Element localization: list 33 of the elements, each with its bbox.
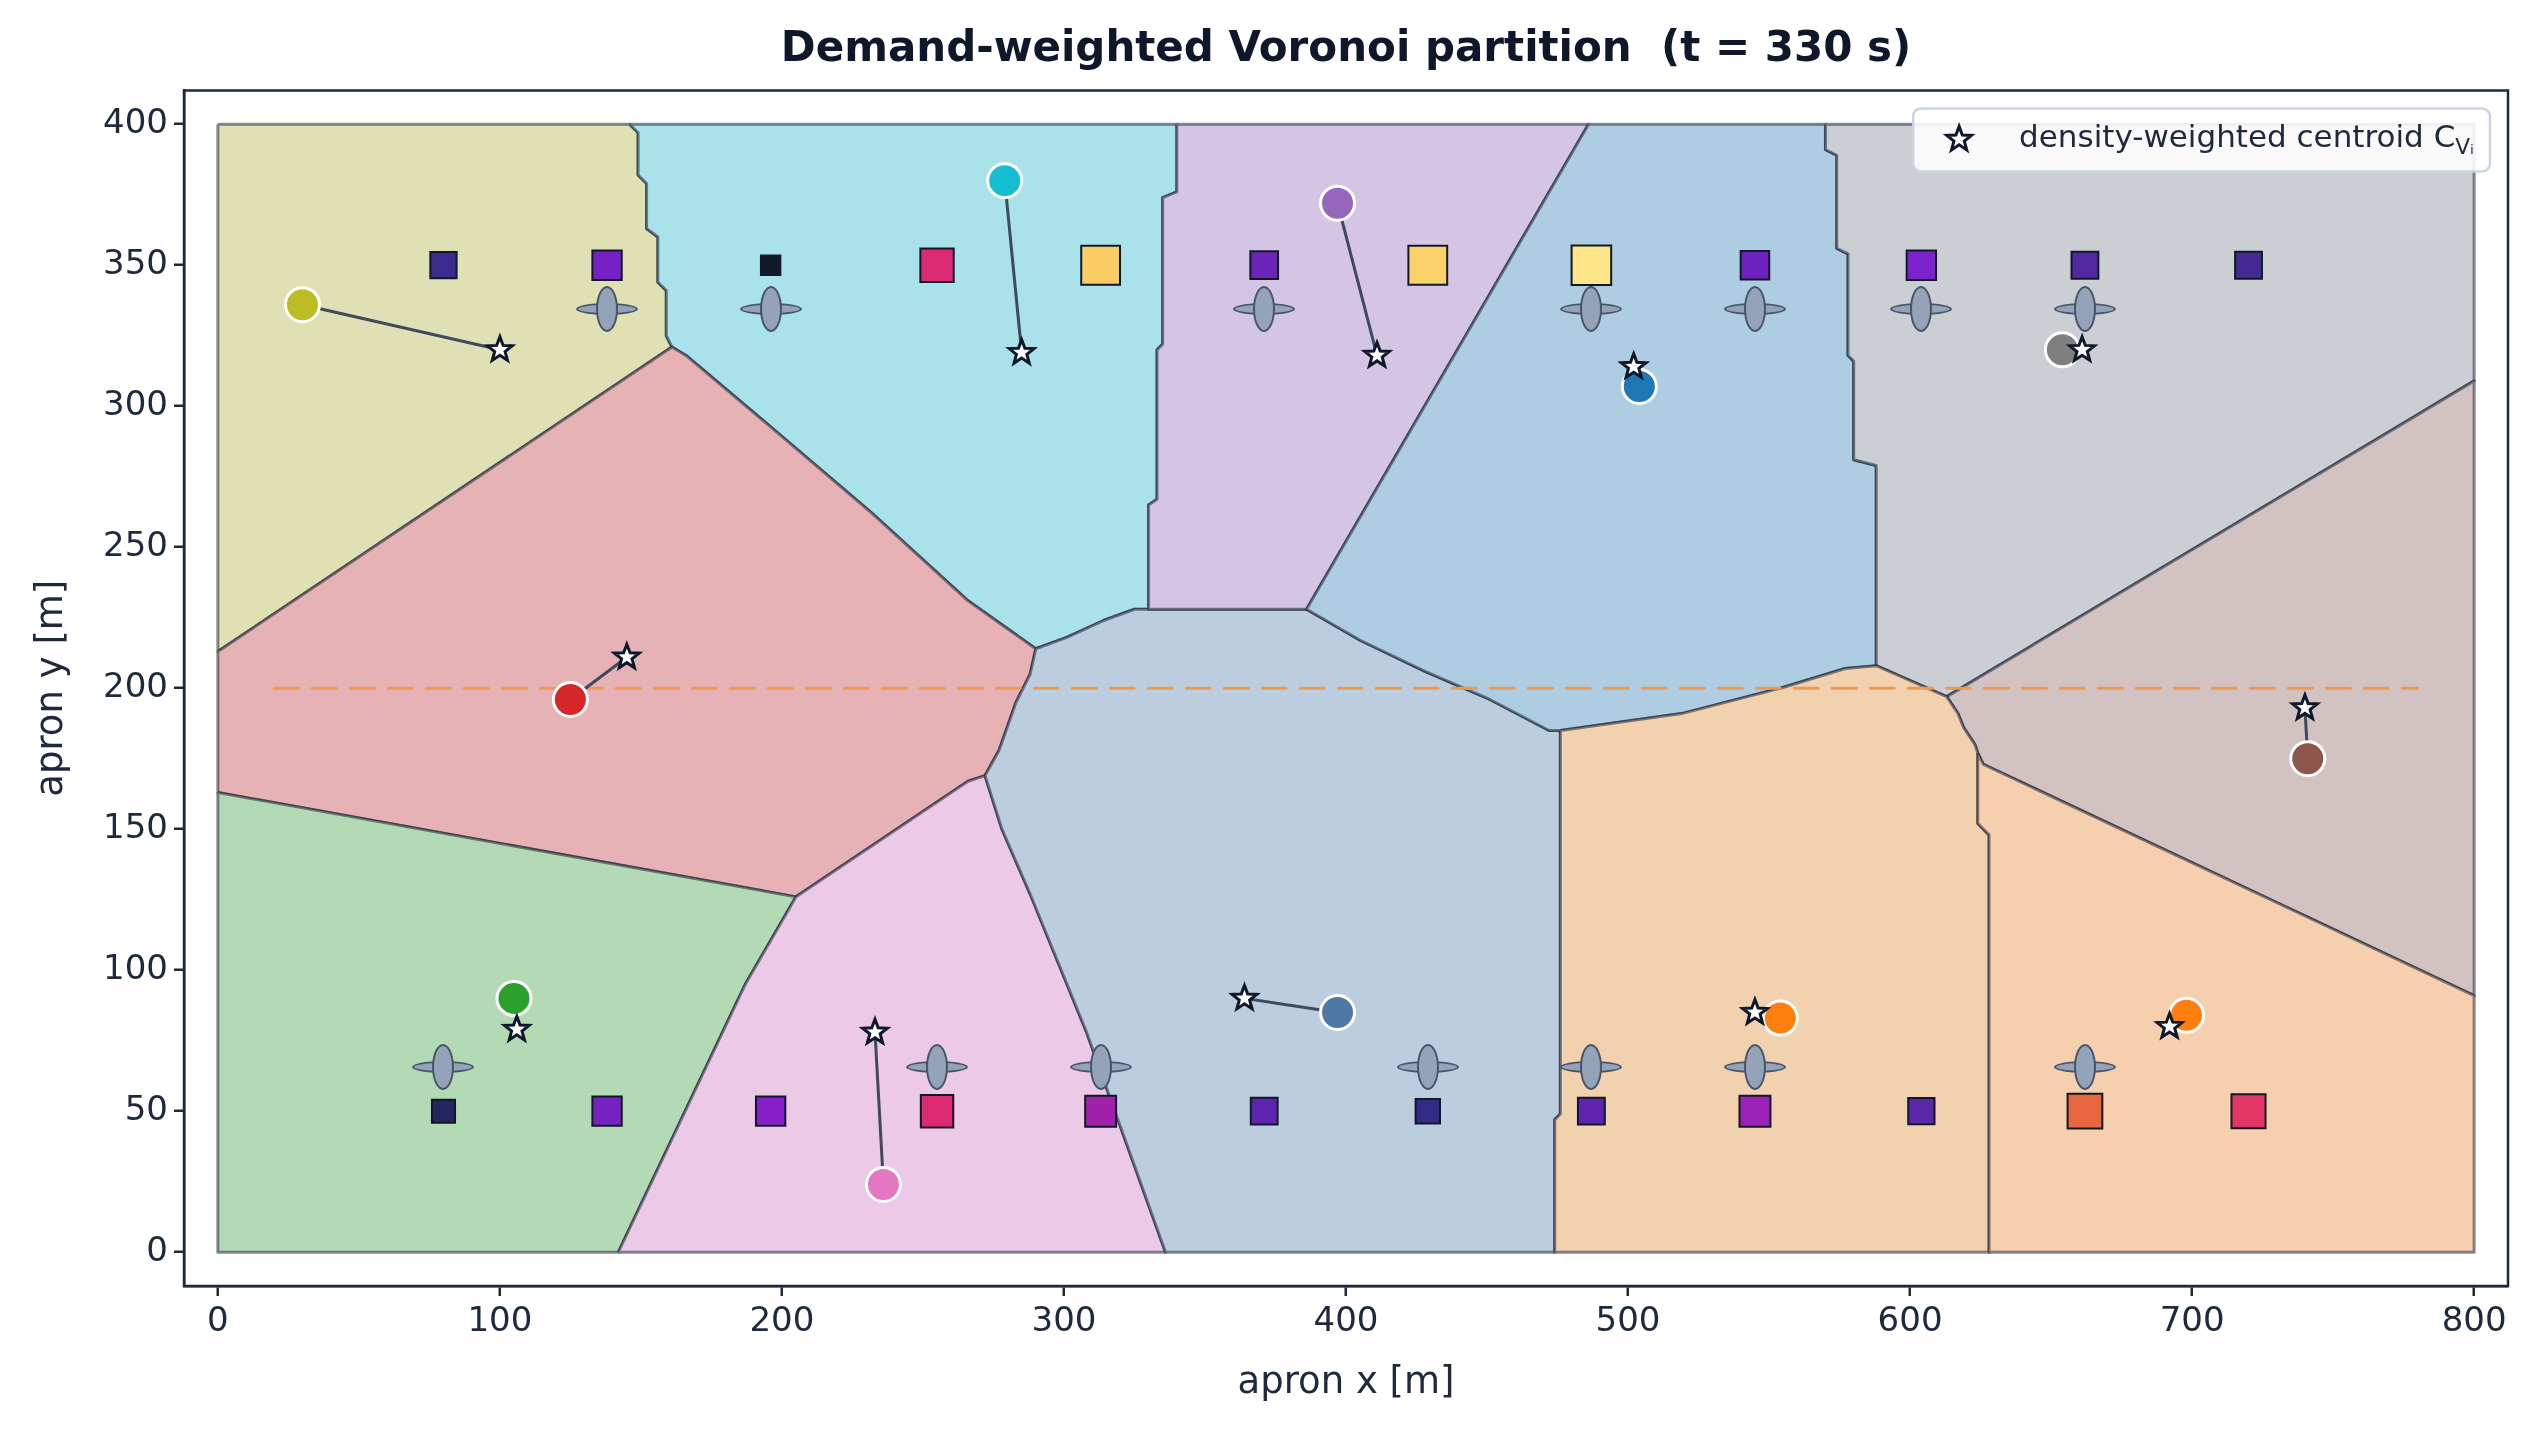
point [1319,993,1357,1031]
x-tick-label: 500 [1595,1299,1661,1340]
chart-title: Demand-weighted Voronoi partition (t = 330 s) [780,22,1912,72]
x-tick-label: 200 [749,1299,815,1340]
point [495,979,533,1017]
y-tick-label: 100 [103,947,168,988]
y-tick-label: 0 [146,1228,168,1269]
x-tick-label: 0 [207,1299,229,1340]
point [2289,740,2327,778]
x-tick-label: 600 [1877,1299,1943,1340]
x-tick-label: 800 [2441,1299,2507,1340]
x-tick-label: 400 [1313,1299,1379,1340]
y-tick-label: 400 [103,101,168,142]
y-tick-label: 150 [103,806,168,847]
point [500,1012,533,1044]
point [1319,184,1357,222]
y-tick-label: 300 [103,383,168,424]
x-tick-label: 700 [2159,1299,2225,1340]
point [1761,999,1799,1037]
y-axis-title: apron y [m] [27,579,71,797]
point [551,680,589,718]
y-tick-label: 200 [103,665,168,706]
y-tick-label: 50 [124,1088,168,1128]
y-tick-label: 350 [103,242,168,283]
point [1228,981,1261,1013]
x-tick-label: 100 [467,1299,533,1340]
x-tick-label: 300 [1031,1299,1097,1340]
y-tick-label: 250 [103,524,168,565]
point [864,1165,902,1203]
point [986,162,1024,200]
point [283,286,321,324]
point [610,640,643,672]
x-axis-title: apron x [m] [1237,1359,1455,1403]
